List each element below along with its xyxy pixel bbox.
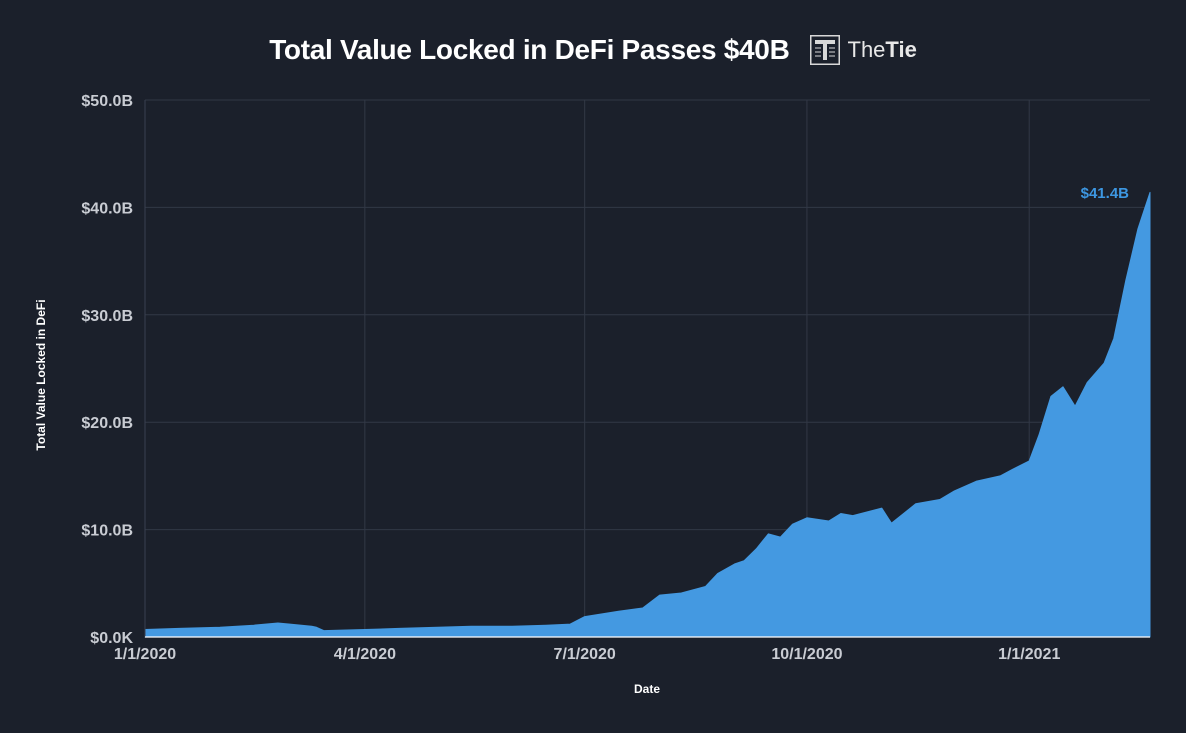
x-tick-label: 7/1/2020 [554, 646, 616, 663]
x-axis-title: Date [634, 682, 660, 696]
x-tick-label: 1/1/2021 [998, 646, 1060, 663]
y-tick-label: $30.0B [81, 308, 133, 325]
x-tick-label: 10/1/2020 [771, 646, 842, 663]
brand: TheTie [809, 35, 917, 65]
chart-title: Total Value Locked in DeFi Passes $40B [269, 34, 790, 65]
tvl-area-series [144, 191, 1151, 638]
peak-value-annotation: $41.4B [1081, 185, 1130, 202]
the-tie-logo-icon [809, 35, 840, 65]
y-tick-label: $50.0B [81, 93, 133, 110]
y-tick-label: $10.0B [81, 523, 133, 540]
brand-name: TheTie [848, 37, 917, 63]
grid-lines [145, 99, 1150, 637]
brand-suffix: Tie [885, 37, 917, 62]
y-tick-label: $20.0B [81, 415, 133, 432]
x-tick-label: 1/1/2020 [114, 646, 176, 663]
y-tick-label: $0.0K [90, 630, 133, 647]
y-tick-label: $40.0B [81, 200, 133, 217]
brand-prefix: The [847, 37, 886, 62]
y-axis-title: Total Value Locked in DeFi [34, 299, 48, 450]
series-layer [144, 191, 1151, 638]
x-tick-label: 4/1/2020 [334, 646, 396, 663]
axes: $0.0K $10.0B $20.0B $30.0B $40.0B $50.0B 1/1/2… [81, 93, 1150, 663]
title-bar: Total Value Locked in DeFi Passes $40B T… [0, 28, 1186, 72]
